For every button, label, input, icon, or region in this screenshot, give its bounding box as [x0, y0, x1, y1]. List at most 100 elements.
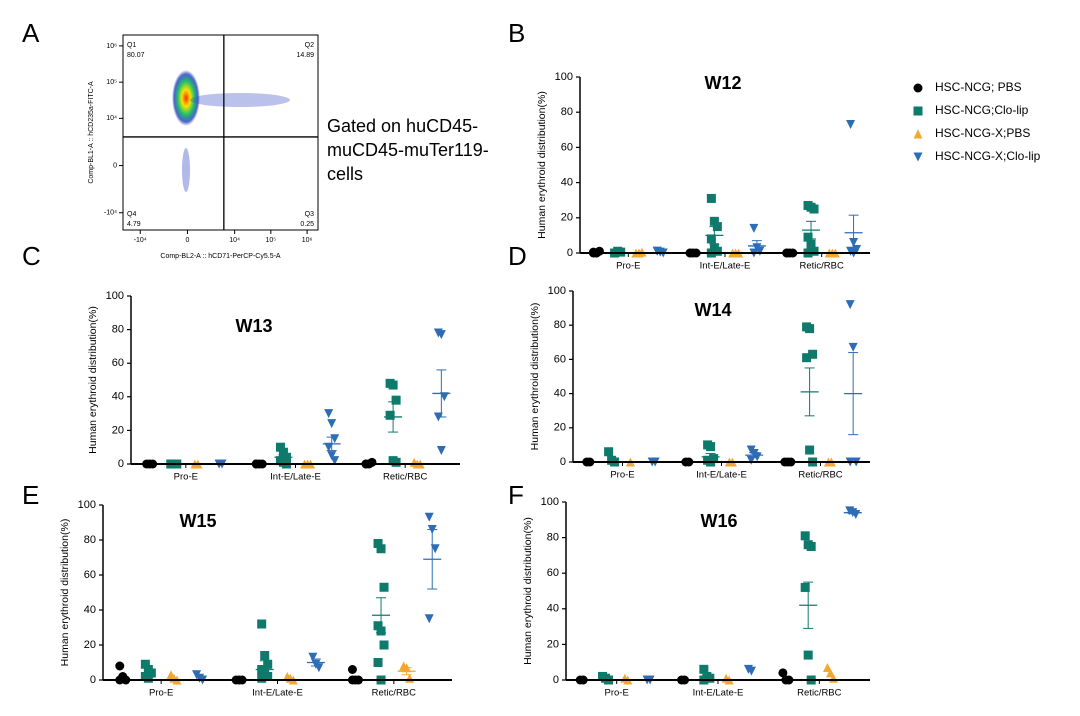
- data-point: [846, 120, 856, 130]
- legend-marker: [913, 106, 923, 116]
- x-tick-label: 0: [185, 237, 189, 244]
- x-tick-label: 10⁶: [302, 237, 313, 244]
- y-tick-label: 20: [112, 424, 124, 436]
- data-point: [373, 539, 383, 548]
- data-point: [800, 531, 810, 541]
- x-tick-label: 10⁵: [265, 237, 276, 244]
- data-point: [845, 300, 855, 310]
- quadrant-name: Q4: [127, 211, 136, 218]
- data-point: [278, 447, 288, 457]
- chart-title: W12: [704, 73, 741, 93]
- y-tick-label: 20: [561, 212, 573, 224]
- x-tick-label: Retic/RBC: [798, 470, 842, 481]
- x-axis-label: Comp-BL2-A :: hCD71-PerCP-Cy5.5-A: [160, 253, 281, 260]
- data-point: [257, 619, 267, 629]
- data-point: [324, 442, 334, 452]
- y-tick-label: 0: [118, 458, 124, 470]
- data-point: [143, 673, 153, 683]
- y-tick-label: 0: [560, 456, 566, 468]
- y-tick-label: 20: [84, 639, 96, 651]
- x-tick-label: Pro-E: [149, 688, 173, 699]
- quadrant-value: 80.07: [127, 52, 145, 59]
- chart-title: W15: [179, 511, 216, 531]
- y-tick-label: 60: [547, 567, 559, 579]
- y-tick-label: -10⁴: [104, 210, 117, 217]
- y-tick-label: 100: [78, 499, 96, 511]
- data-point: [330, 456, 340, 466]
- data-point: [439, 392, 449, 402]
- data-point: [373, 621, 383, 631]
- y-tick-label: 40: [547, 603, 559, 615]
- y-tick-label: 80: [112, 324, 124, 336]
- y-tick-label: 40: [554, 388, 566, 400]
- panel-label: B: [508, 18, 525, 48]
- chart-title: W13: [235, 316, 272, 336]
- gate-note: Gated on huCD45-: [327, 116, 478, 136]
- data-point: [430, 544, 440, 554]
- gate-note: cells: [327, 164, 363, 184]
- quadrant-name: Q2: [305, 42, 314, 49]
- data-point: [809, 246, 819, 256]
- panel-label: E: [22, 480, 39, 510]
- data-point: [391, 395, 401, 405]
- x-tick-label: Int-E/Late-E: [252, 688, 303, 699]
- y-tick-label: 100: [548, 285, 566, 297]
- x-tick-label: Pro-E: [616, 261, 640, 272]
- data-point: [652, 246, 662, 256]
- data-point: [706, 234, 716, 244]
- legend-label: HSC-NCG; PBS: [935, 80, 1022, 94]
- data-point: [706, 193, 716, 203]
- legend-marker: [913, 152, 923, 162]
- data-point: [263, 672, 273, 681]
- data-point: [803, 650, 813, 660]
- y-tick-label: 100: [106, 290, 124, 302]
- y-tick-label: 10⁶: [106, 43, 117, 50]
- data-point: [706, 442, 716, 452]
- y-tick-label: 40: [84, 604, 96, 616]
- data-point: [705, 673, 715, 683]
- data-point: [115, 661, 125, 671]
- y-tick-label: 40: [112, 391, 124, 403]
- data-point: [327, 419, 337, 429]
- data-point: [263, 659, 273, 669]
- data-point: [746, 666, 756, 676]
- panel-label: C: [22, 241, 41, 271]
- panel-label: A: [22, 18, 40, 48]
- data-point: [709, 216, 719, 226]
- data-point: [308, 652, 318, 662]
- x-tick-label: Pro-E: [174, 472, 198, 483]
- y-tick-label: 80: [84, 534, 96, 546]
- data-point: [391, 457, 401, 467]
- y-tick-label: 20: [547, 638, 559, 650]
- x-tick-label: Int-E/Late-E: [270, 472, 321, 483]
- gate-note: muCD45-muTer119-: [327, 140, 489, 160]
- data-point: [805, 324, 815, 334]
- data-point: [825, 668, 835, 678]
- density-cloud: [172, 70, 290, 192]
- y-tick-label: 20: [554, 422, 566, 434]
- legend-label: HSC-NCG;Clo-lip: [935, 103, 1029, 117]
- data-point: [140, 659, 150, 669]
- data-point: [275, 442, 285, 452]
- y-tick-label: 60: [112, 357, 124, 369]
- y-tick-label: 10⁵: [106, 79, 117, 86]
- y-tick-label: 100: [555, 71, 573, 83]
- data-point: [376, 544, 386, 554]
- data-point: [347, 665, 357, 674]
- quadrant-name: Q1: [127, 42, 136, 49]
- data-point: [379, 640, 389, 650]
- data-point: [424, 614, 434, 624]
- panel-label: F: [508, 480, 524, 510]
- data-point: [805, 445, 815, 455]
- data-point: [808, 349, 818, 359]
- data-point: [388, 380, 398, 390]
- data-point: [373, 658, 383, 667]
- data-point: [822, 663, 832, 673]
- chart-title: W16: [700, 511, 737, 531]
- y-tick-label: 80: [547, 532, 559, 544]
- legend-marker: [913, 83, 923, 93]
- data-point: [809, 204, 819, 214]
- legend-marker: [913, 129, 923, 139]
- y-axis-label: Human erythroid distribution(%): [59, 519, 71, 667]
